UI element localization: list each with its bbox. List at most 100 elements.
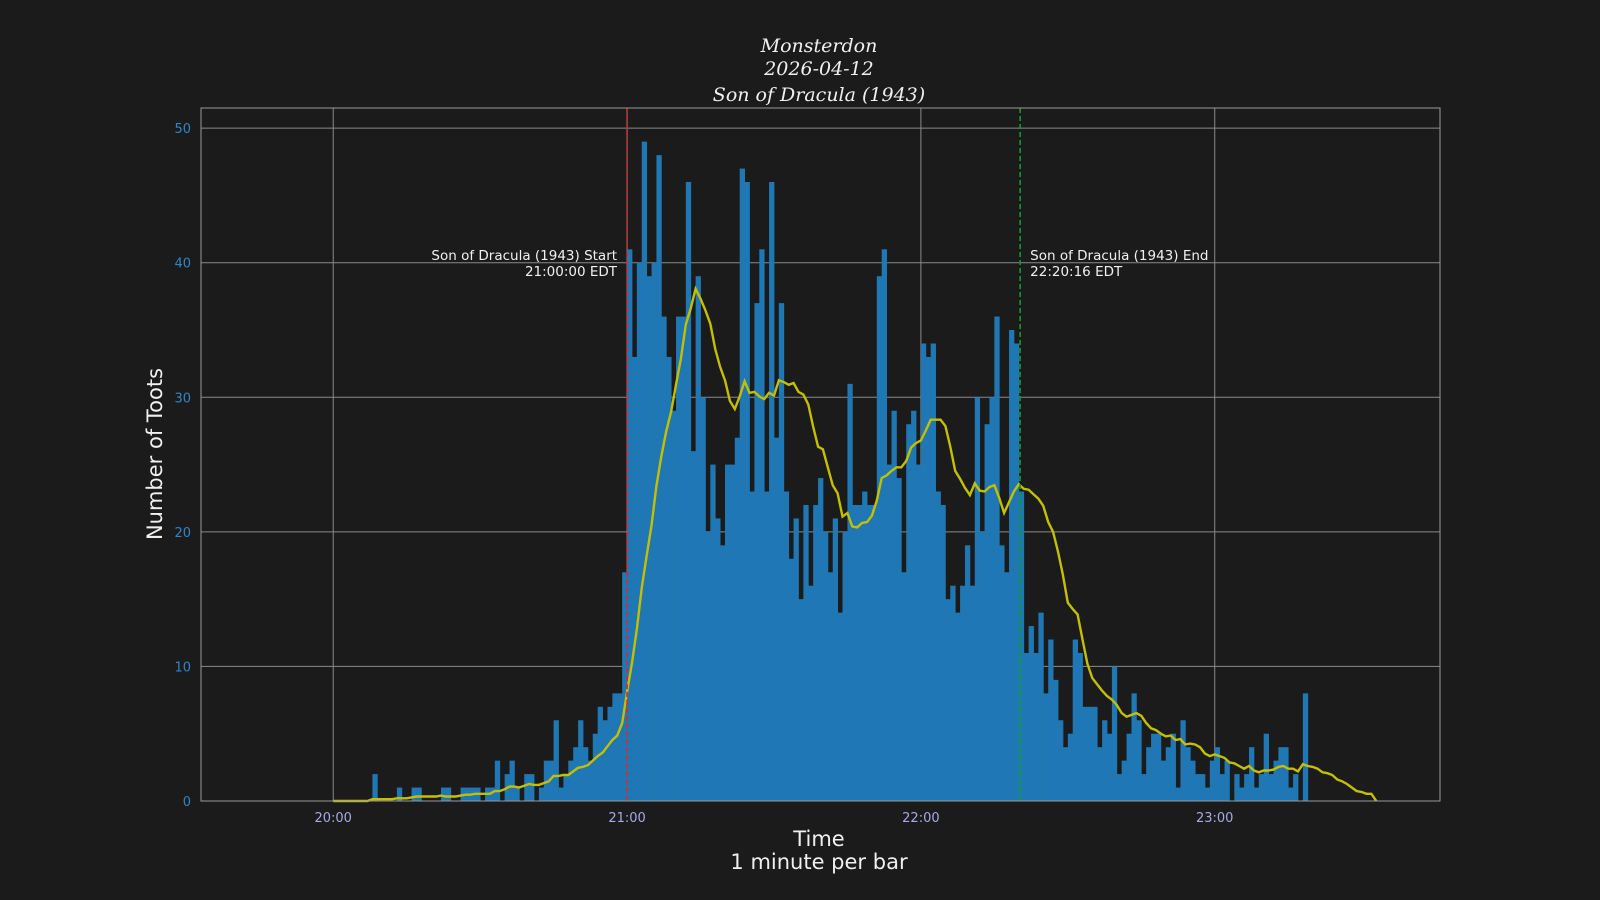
bar	[783, 491, 790, 801]
bar	[548, 760, 555, 801]
end-marker-label: Son of Dracula (1943) End	[1030, 248, 1208, 264]
bar	[1121, 760, 1127, 801]
bar	[1244, 774, 1250, 801]
bar	[793, 518, 799, 801]
bar	[372, 774, 378, 801]
bar	[911, 410, 917, 801]
bar	[1023, 652, 1030, 801]
bar	[1097, 747, 1103, 801]
bar	[1151, 733, 1157, 801]
bar	[906, 424, 912, 801]
bar	[1018, 491, 1025, 801]
bar	[969, 585, 976, 801]
bar	[1302, 693, 1309, 801]
bar	[1155, 733, 1162, 801]
bar	[960, 585, 966, 801]
bar	[680, 316, 687, 801]
bar	[602, 720, 608, 801]
bar	[558, 787, 564, 801]
bar	[1126, 733, 1132, 801]
bar	[749, 491, 755, 801]
bar	[974, 397, 981, 801]
bar	[994, 316, 1000, 801]
bar	[1067, 733, 1074, 801]
bar	[661, 316, 667, 801]
bar	[627, 249, 633, 801]
bar	[1273, 760, 1279, 801]
bar	[543, 760, 550, 801]
bar	[729, 464, 736, 801]
bar	[1087, 706, 1093, 801]
y-tick-label: 30	[174, 391, 191, 406]
bar	[568, 760, 574, 801]
bar	[891, 410, 897, 801]
bar	[1204, 787, 1211, 801]
bar	[582, 747, 589, 801]
bar	[1249, 747, 1255, 801]
bar	[773, 437, 780, 801]
bar	[930, 343, 936, 801]
bar	[1195, 774, 1201, 801]
bar	[720, 545, 726, 801]
bar	[445, 787, 452, 801]
bar	[915, 464, 922, 801]
bar	[617, 693, 623, 801]
bar	[813, 504, 819, 801]
bar	[955, 612, 961, 801]
bar	[1033, 652, 1039, 801]
y-tick-label: 0	[183, 795, 191, 810]
bar	[1004, 572, 1010, 801]
bar	[871, 504, 878, 801]
bar	[1048, 639, 1054, 801]
y-tick-label: 20	[174, 526, 191, 541]
bar	[1283, 747, 1289, 801]
x-axis-label: Time	[792, 827, 844, 851]
bar	[945, 599, 951, 801]
bar	[862, 491, 868, 801]
bar	[847, 383, 853, 801]
x-tick-label: 23:00	[1196, 811, 1233, 826]
bar	[631, 356, 638, 801]
bar	[666, 356, 672, 801]
bar	[818, 478, 824, 801]
bar	[964, 545, 971, 801]
smoothed-line	[333, 285, 1378, 803]
bar	[901, 572, 907, 801]
bar	[411, 787, 417, 801]
bar	[1146, 747, 1152, 801]
bar	[881, 249, 888, 801]
bar	[524, 774, 530, 801]
bar	[710, 464, 716, 801]
bar	[1043, 693, 1049, 801]
bar	[1224, 760, 1230, 801]
bar	[1170, 733, 1176, 801]
end-marker-time: 22:20:16 EDT	[1030, 264, 1123, 280]
y-tick-label: 50	[174, 122, 191, 137]
bar	[1077, 652, 1083, 801]
bar	[1141, 774, 1147, 801]
bar	[1013, 343, 1020, 801]
bar	[622, 572, 628, 801]
bar	[651, 262, 657, 801]
bar	[788, 558, 794, 801]
bar	[1102, 720, 1108, 801]
bar	[1268, 774, 1274, 801]
bar	[778, 303, 785, 801]
bar	[734, 437, 741, 801]
bar	[1278, 747, 1284, 801]
bar	[989, 397, 995, 801]
bar	[1288, 787, 1294, 801]
bar	[754, 303, 760, 801]
bar	[1053, 679, 1059, 801]
bar	[1106, 733, 1113, 801]
bar	[538, 787, 545, 801]
bar	[671, 410, 677, 801]
y-tick-label: 40	[174, 257, 191, 272]
bar	[832, 518, 839, 801]
bar	[842, 531, 848, 801]
bar	[612, 693, 618, 801]
bar	[573, 747, 579, 801]
bar	[769, 182, 775, 801]
ticks: 0 10 20 30 40 50 20:00 21:00 22:00 23:00	[174, 122, 1233, 826]
